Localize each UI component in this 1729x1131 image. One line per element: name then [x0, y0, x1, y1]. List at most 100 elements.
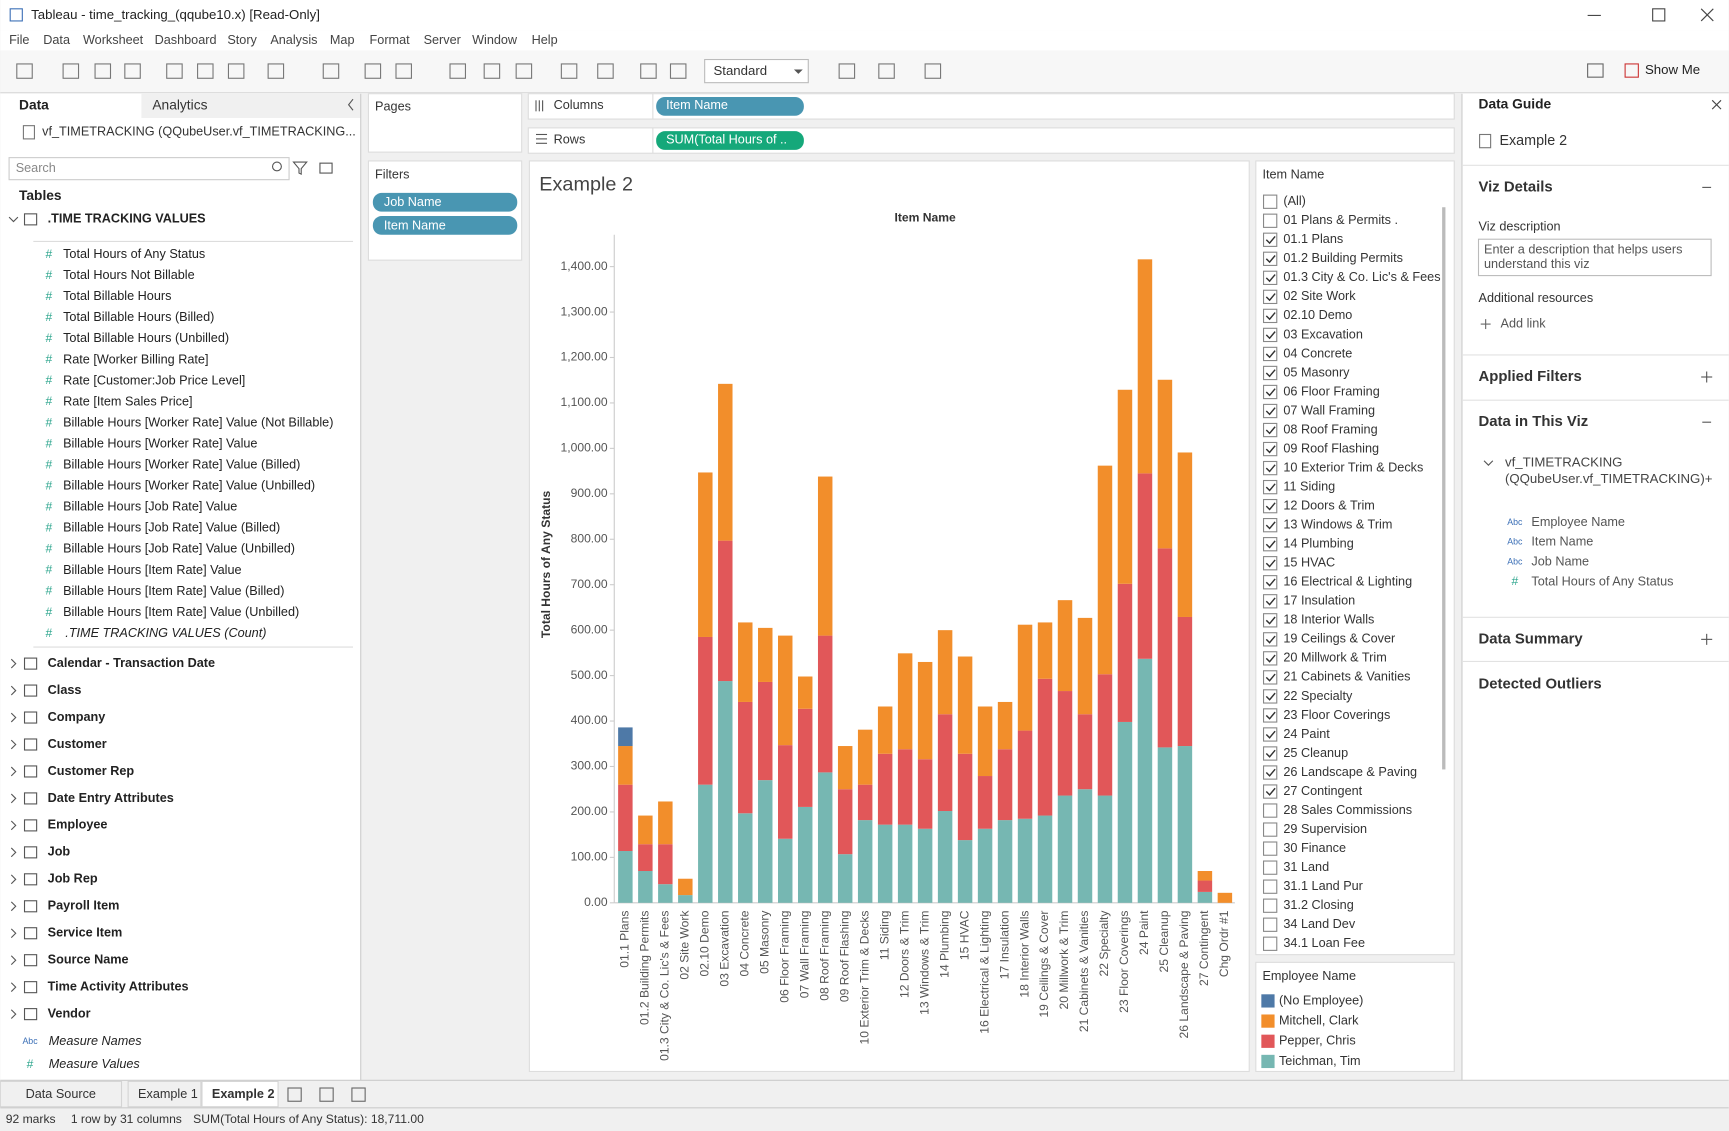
filter-item-label[interactable]: 06 Floor Framing: [1283, 384, 1379, 398]
datasource-name[interactable]: vf_TIMETRACKING (QQubeUser.vf_TIMETRACKI…: [42, 125, 356, 139]
menu-item[interactable]: File: [9, 33, 29, 47]
section-title[interactable]: Detected Outliers: [1479, 676, 1602, 692]
filter-checkbox[interactable]: [1262, 403, 1278, 419]
section-title[interactable]: Data in This Viz: [1479, 414, 1589, 430]
data-tab[interactable]: Data: [19, 97, 49, 112]
filter-item-label[interactable]: 02 Site Work: [1283, 289, 1356, 303]
filter-checkbox[interactable]: [1262, 232, 1278, 247]
filter-item-label[interactable]: 01.1 Plans: [1283, 232, 1343, 246]
folder-name[interactable]: Employee: [48, 818, 108, 832]
filter-item-label[interactable]: 12 Doors & Trim: [1283, 498, 1374, 512]
toolbar-button[interactable]: [94, 63, 112, 79]
filter-pill-label[interactable]: Item Name: [384, 218, 446, 232]
sheet-tab[interactable]: [0, 1080, 123, 1108]
section-title[interactable]: Data Summary: [1479, 631, 1584, 647]
folder-name[interactable]: Customer Rep: [48, 764, 135, 778]
filter-checkbox[interactable]: [1262, 860, 1278, 875]
filter-item-label[interactable]: 01.2 Building Permits: [1283, 251, 1403, 265]
folder-name[interactable]: Payroll Item: [48, 899, 120, 913]
toolbar-button[interactable]: [166, 63, 183, 79]
toolbar-button[interactable]: [483, 63, 501, 79]
field-name[interactable]: Billable Hours [Worker Rate] Value (Not …: [63, 415, 333, 429]
toolbar-button[interactable]: [878, 63, 895, 79]
field-name[interactable]: Billable Hours [Worker Rate] Value (Unbi…: [63, 479, 315, 493]
folder-name[interactable]: Company: [48, 710, 106, 724]
sheet-tab-label[interactable]: Example 1: [138, 1087, 198, 1101]
folder-name[interactable]: Service Item: [48, 926, 123, 940]
field-name[interactable]: Rate [Item Sales Price]: [63, 394, 192, 408]
filter-item-label[interactable]: 01.3 City & Co. Lic's & Fees: [1283, 270, 1440, 284]
folder-name[interactable]: Source Name: [48, 953, 129, 967]
field-name[interactable]: Total Billable Hours (Unbilled): [63, 331, 229, 345]
filter-item-label[interactable]: 19 Ceilings & Cover: [1283, 632, 1395, 646]
toolbar-button[interactable]: [560, 63, 578, 79]
menu-item[interactable]: Analysis: [270, 33, 317, 47]
filter-item-label[interactable]: 10 Exterior Trim & Decks: [1283, 460, 1423, 474]
field-name[interactable]: Rate [Customer:Job Price Level]: [63, 373, 245, 387]
field-name[interactable]: Measure Values: [49, 1057, 141, 1071]
legend-label[interactable]: Teichman, Tim: [1279, 1054, 1361, 1068]
filter-item-label[interactable]: 25 Cleanup: [1283, 746, 1348, 760]
filter-checkbox[interactable]: [1262, 422, 1278, 438]
filter-item-label[interactable]: 34.1 Loan Fee: [1283, 936, 1365, 950]
folder-name[interactable]: Calendar - Transaction Date: [48, 656, 215, 670]
row-pill-label[interactable]: SUM(Total Hours of ..: [666, 132, 787, 146]
filter-checkbox[interactable]: [1262, 479, 1278, 495]
filter-item-label[interactable]: 22 Specialty: [1283, 689, 1353, 703]
filter-checkbox[interactable]: [1262, 346, 1278, 362]
sheet-tab-label[interactable]: Example 2: [212, 1087, 275, 1101]
toolbar-button[interactable]: [395, 63, 412, 79]
field-name[interactable]: Rate [Worker Billing Rate]: [63, 352, 208, 366]
menu-item[interactable]: Window: [472, 33, 518, 47]
menu-item[interactable]: Story: [227, 33, 257, 47]
field-name[interactable]: Total Hours Not Billable: [63, 268, 195, 282]
sheet-tab[interactable]: [127, 1080, 202, 1108]
filter-item-label[interactable]: 11 Siding: [1283, 479, 1335, 493]
folder-name[interactable]: Date Entry Attributes: [48, 791, 174, 805]
filter-item-label[interactable]: 29 Supervision: [1283, 822, 1367, 836]
filter-checkbox[interactable]: [1262, 841, 1278, 856]
filter-pill[interactable]: [372, 192, 518, 212]
filter-item-label[interactable]: 28 Sales Commissions: [1283, 803, 1412, 817]
menu-item[interactable]: Dashboard: [155, 33, 217, 47]
view-icon[interactable]: [319, 162, 333, 174]
toolbar-button[interactable]: [62, 63, 80, 79]
new-sheet-button[interactable]: [287, 1087, 302, 1102]
filter-item-label[interactable]: 05 Masonry: [1283, 365, 1350, 379]
filter-item-label[interactable]: 27 Contingent: [1283, 784, 1362, 798]
filter-checkbox[interactable]: [1262, 670, 1278, 685]
filter-checkbox[interactable]: [1262, 460, 1278, 476]
filter-checkbox[interactable]: [1262, 803, 1278, 818]
filter-item-label[interactable]: 17 Insulation: [1283, 594, 1355, 608]
menu-item[interactable]: Format: [370, 33, 411, 47]
filter-pill[interactable]: [372, 216, 518, 235]
field-name[interactable]: Measure Names: [49, 1034, 143, 1048]
filter-checkbox[interactable]: [1262, 194, 1278, 209]
filter-item-label[interactable]: 01 Plans & Permits .: [1283, 213, 1398, 227]
legend-label[interactable]: Pepper, Chris: [1279, 1034, 1356, 1048]
column-pill[interactable]: [656, 97, 804, 116]
filter-item-label[interactable]: 23 Floor Coverings: [1283, 708, 1390, 722]
filter-item-label[interactable]: 08 Roof Framing: [1283, 422, 1377, 436]
filter-item-label[interactable]: 13 Windows & Trim: [1283, 518, 1392, 532]
new-sheet-button[interactable]: [351, 1087, 366, 1102]
toolbar-button[interactable]: [597, 63, 614, 79]
filter-item-label[interactable]: 26 Landscape & Paving: [1283, 765, 1417, 779]
folder-name[interactable]: Class: [48, 683, 82, 697]
toolbar-button[interactable]: [449, 63, 467, 79]
field-name[interactable]: Billable Hours [Job Rate] Value: [63, 500, 237, 514]
presentation-icon[interactable]: [1587, 63, 1604, 78]
filter-checkbox[interactable]: [1262, 327, 1278, 343]
filter-checkbox[interactable]: [1262, 632, 1278, 647]
filter-pill-label[interactable]: Job Name: [384, 195, 442, 209]
filter-checkbox[interactable]: [1262, 822, 1278, 837]
filter-item-label[interactable]: 03 Excavation: [1283, 327, 1363, 341]
filter-item-label[interactable]: 04 Concrete: [1283, 346, 1352, 360]
menu-item[interactable]: Map: [330, 33, 355, 47]
filter-checkbox[interactable]: [1262, 441, 1278, 457]
legend-label[interactable]: (No Employee): [1279, 993, 1363, 1007]
toolbar-button[interactable]: [197, 63, 214, 79]
toolbar-button[interactable]: [16, 63, 33, 79]
field-name[interactable]: Total Billable Hours (Billed): [63, 310, 214, 324]
description-box[interactable]: [1477, 238, 1712, 277]
